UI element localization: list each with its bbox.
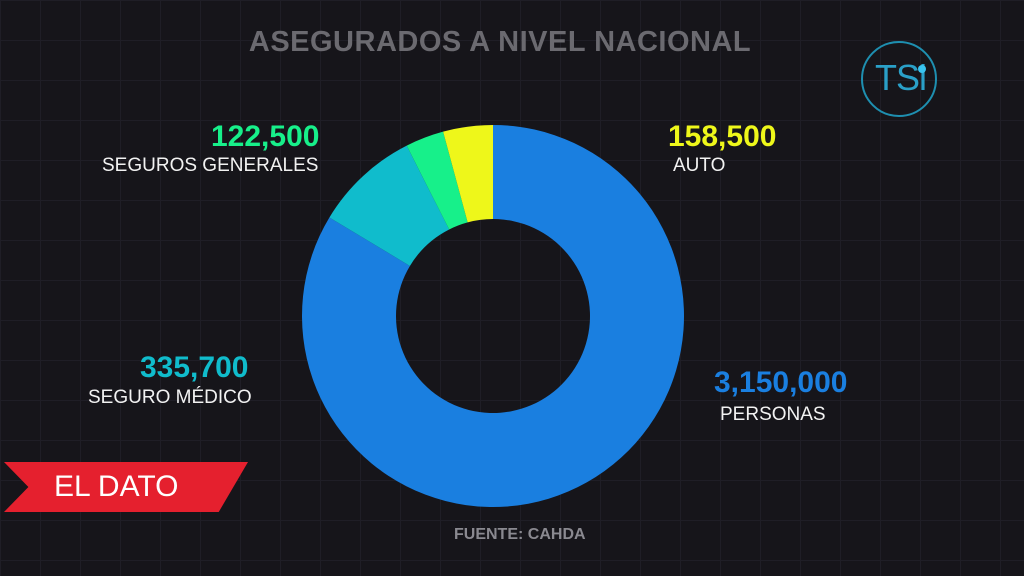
page-title: ASEGURADOS A NIVEL NACIONAL [248, 26, 752, 58]
donut-slice-seguros-generales [406, 131, 468, 230]
el-dato-badge: EL DATO [4, 462, 248, 512]
donut-slice-seguro-medico [329, 145, 450, 266]
category-label-seguros-generales: SEGUROS GENERALES [102, 155, 319, 176]
donut-slice-personas [301, 125, 684, 508]
logo-text: TSi [875, 57, 927, 98]
value-label-seguro-medico: 335,700 [140, 351, 249, 384]
donut-slice-auto [443, 125, 493, 223]
value-label-personas: 3,150,000 [714, 366, 848, 399]
logo-dot [918, 65, 926, 73]
value-label-auto: 158,500 [668, 120, 777, 153]
source-note: FUENTE: CAHDA [454, 526, 586, 543]
tsi-logo: TSi [861, 41, 937, 117]
category-label-personas: PERSONAS [720, 404, 826, 425]
value-label-seguros-generales: 122,500 [211, 120, 320, 153]
category-label-seguro-medico: SEGURO MÉDICO [88, 387, 252, 408]
category-label-auto: AUTO [673, 155, 726, 176]
badge-text: EL DATO [54, 470, 179, 503]
